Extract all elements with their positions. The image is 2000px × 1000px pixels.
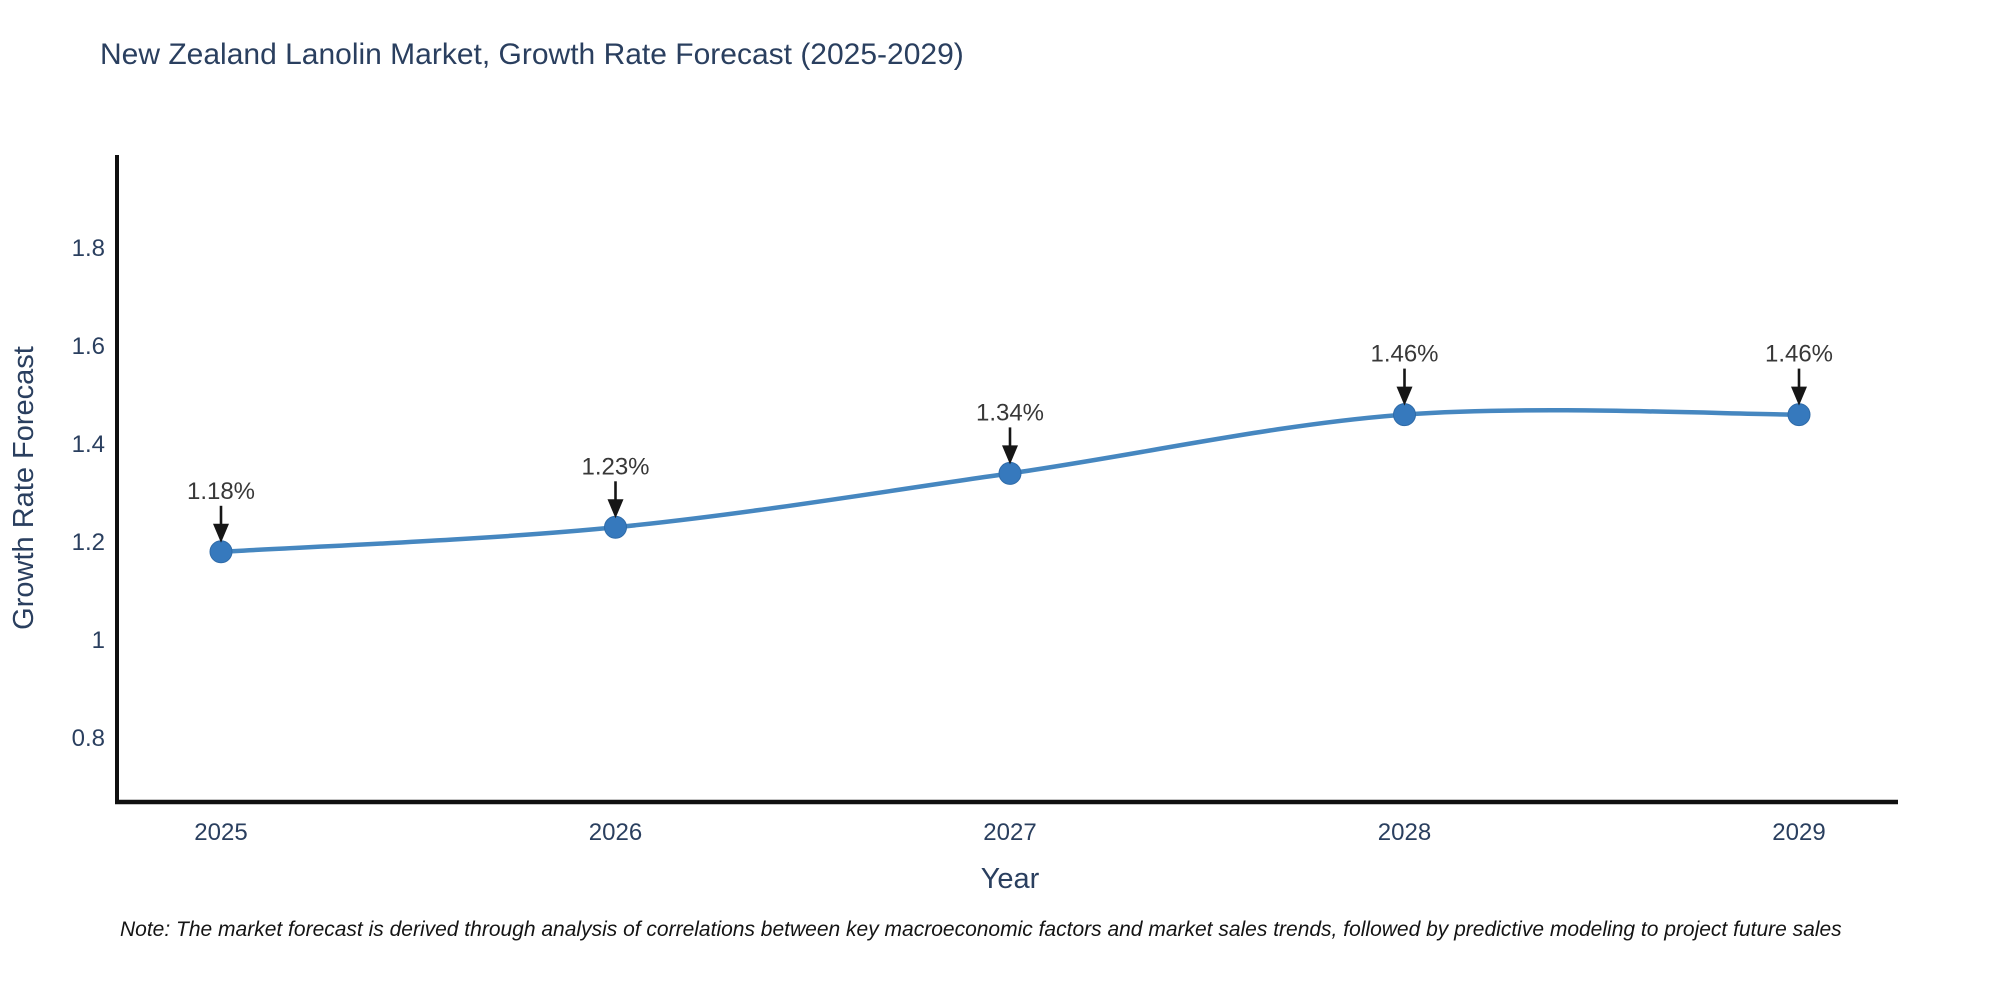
data-point-2026[interactable]: [604, 515, 627, 539]
annotation-arrowhead: [1002, 445, 1018, 465]
annotation-label: 1.46%: [1765, 341, 1833, 368]
footnote: Note: The market forecast is derived thr…: [120, 918, 1842, 941]
x-tick-label: 2028: [1378, 819, 1431, 846]
x-tick-label: 2029: [1772, 819, 1825, 846]
data-point-2029[interactable]: [1787, 403, 1811, 427]
y-axis-title: Growth Rate Forecast: [8, 346, 40, 630]
annotation-label: 1.46%: [1370, 341, 1438, 368]
data-point-2028[interactable]: [1393, 403, 1416, 427]
x-tick-label: 2025: [194, 819, 247, 846]
annotation-label: 1.23%: [581, 453, 649, 480]
annotation-arrowhead: [213, 523, 229, 543]
annotation-label: 1.18%: [187, 478, 255, 505]
annotation-label: 1.34%: [976, 399, 1044, 426]
data-point-2025[interactable]: [209, 540, 233, 564]
y-tick-label: 1.4: [72, 431, 105, 458]
y-tick-label: 1.6: [72, 333, 105, 360]
annotation-arrowhead: [607, 499, 624, 519]
x-tick-label: 2026: [589, 819, 642, 846]
y-tick-label: 1.2: [72, 529, 105, 556]
y-tick-label: 1.8: [72, 235, 105, 262]
x-axis-title: Year: [981, 863, 1040, 895]
y-tick-label: 1: [92, 627, 105, 654]
x-tick-label: 2027: [983, 819, 1036, 846]
data-point-2027[interactable]: [998, 461, 1022, 485]
annotation-arrowhead: [1396, 386, 1413, 406]
chart-title: New Zealand Lanolin Market, Growth Rate …: [100, 38, 964, 71]
y-tick-label: 0.8: [72, 725, 105, 752]
annotation-arrowhead: [1791, 386, 1807, 406]
